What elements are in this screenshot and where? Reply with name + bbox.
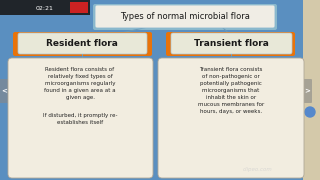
Text: Types of normal microbial flora: Types of normal microbial flora [120, 12, 250, 21]
Text: Resident flora: Resident flora [46, 39, 118, 48]
Text: 02:21: 02:21 [36, 6, 54, 10]
Text: If disturbed, it promptly re-
establishes itself: If disturbed, it promptly re- establishe… [43, 113, 117, 125]
Text: >: > [304, 88, 310, 94]
FancyBboxPatch shape [8, 58, 153, 178]
FancyBboxPatch shape [95, 5, 275, 28]
FancyBboxPatch shape [166, 32, 295, 56]
Text: clipeo.com: clipeo.com [243, 167, 273, 172]
Text: Transient flora consists
of non-pathogenic or
potentially pathogenic
microorgani: Transient flora consists of non-pathogen… [198, 67, 264, 114]
FancyBboxPatch shape [0, 79, 9, 103]
Text: Resident flora consists of
relatively fixed types of
microorganisms regularly
fo: Resident flora consists of relatively fi… [44, 67, 116, 100]
FancyBboxPatch shape [158, 58, 304, 178]
FancyBboxPatch shape [93, 4, 277, 30]
FancyBboxPatch shape [303, 0, 320, 180]
FancyBboxPatch shape [13, 32, 152, 56]
Circle shape [305, 107, 315, 117]
FancyBboxPatch shape [70, 2, 88, 13]
Text: Transient flora: Transient flora [194, 39, 268, 48]
FancyBboxPatch shape [302, 79, 312, 103]
FancyBboxPatch shape [171, 33, 292, 54]
FancyBboxPatch shape [0, 0, 90, 15]
FancyBboxPatch shape [18, 33, 147, 54]
Text: <: < [1, 88, 7, 94]
